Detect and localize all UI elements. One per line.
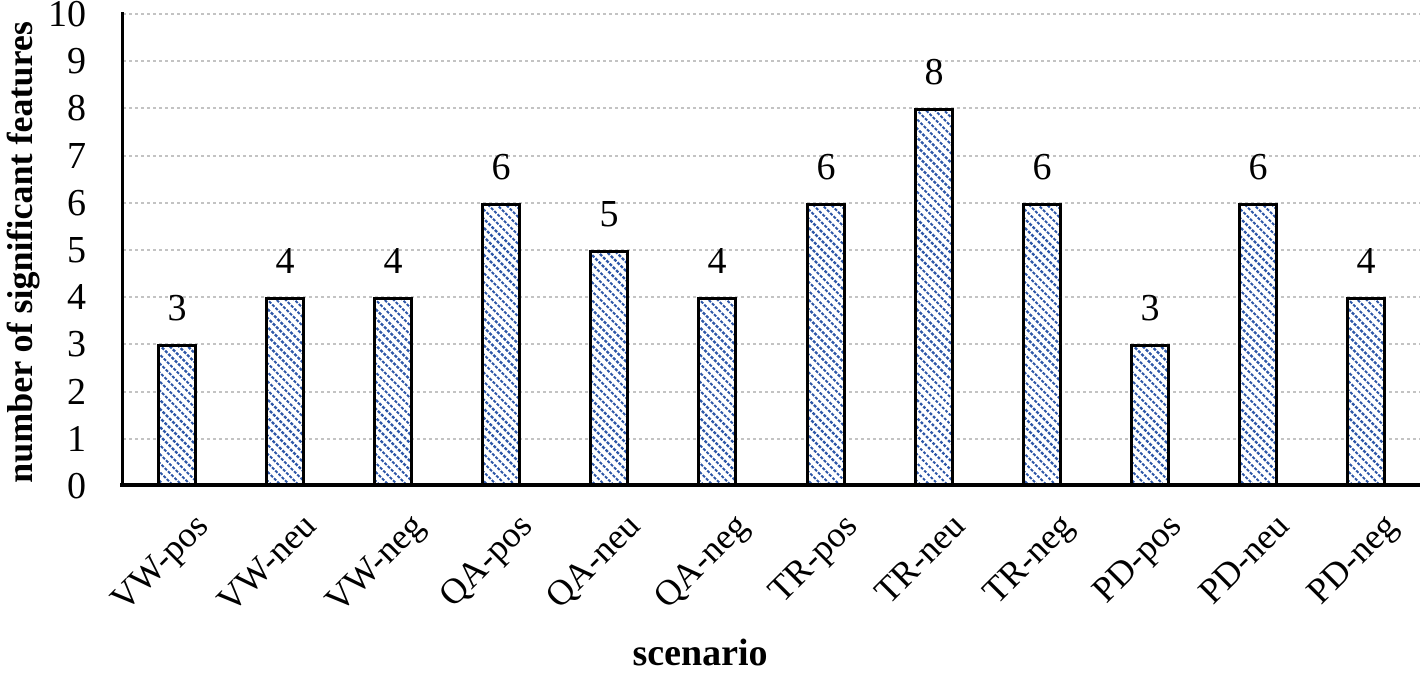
bar-TR-neu [914,108,954,486]
y-tick-label-1: 1 [67,417,86,460]
gridline-y6 [123,201,1420,204]
y-tick-label-7: 7 [67,134,86,177]
data-label-VW-neu: 4 [275,240,295,282]
y-tick-label-0: 0 [67,465,86,507]
y-tick-label-3: 3 [67,323,86,366]
gridline-y8 [123,107,1420,110]
y-tick-label-10: 10 [48,0,86,35]
bar-VW-neg [373,297,413,486]
bar-QA-neu [589,250,629,486]
data-label-QA-neu: 5 [599,193,619,235]
y-tick-label-5: 5 [67,229,86,271]
bar-QA-neg [697,297,737,486]
bar-TR-pos [806,203,846,486]
bar-VW-pos [157,344,197,486]
bar-TR-neg [1022,203,1062,486]
data-label-TR-pos: 6 [816,146,836,188]
gridline-y5 [123,249,1420,251]
gridline-y9 [123,60,1420,63]
gridline-y4 [123,296,1420,299]
data-label-QA-pos: 6 [491,146,511,188]
data-label-PD-neg: 4 [1356,240,1376,282]
y-tick-label-9: 9 [67,40,86,83]
data-label-TR-neg: 6 [1032,146,1052,188]
data-label-VW-pos: 3 [167,287,187,329]
bar-VW-neu [265,297,305,486]
bar-PD-pos [1130,344,1170,486]
gridline-y1 [123,437,1420,440]
y-tick-label-8: 8 [67,87,86,130]
gridline-y10 [123,13,1420,15]
y-tick-label-6: 6 [67,181,86,224]
y-axis-line [121,12,124,487]
y-tick-label-2: 2 [67,370,86,413]
x-axis-line [120,483,1420,487]
gridline-y3 [123,343,1420,346]
data-label-VW-neg: 4 [383,240,403,282]
bar-PD-neg [1346,297,1386,486]
x-axis-title: scenario [632,632,768,674]
bar-QA-pos [481,203,521,486]
data-label-PD-pos: 3 [1140,287,1160,329]
data-label-QA-neg: 4 [707,240,727,282]
gridline-y7 [123,154,1420,157]
data-label-PD-neu: 6 [1248,146,1268,188]
gridline-y2 [123,390,1420,393]
y-tick-label-4: 4 [67,276,86,319]
data-label-TR-neu: 8 [924,51,944,93]
